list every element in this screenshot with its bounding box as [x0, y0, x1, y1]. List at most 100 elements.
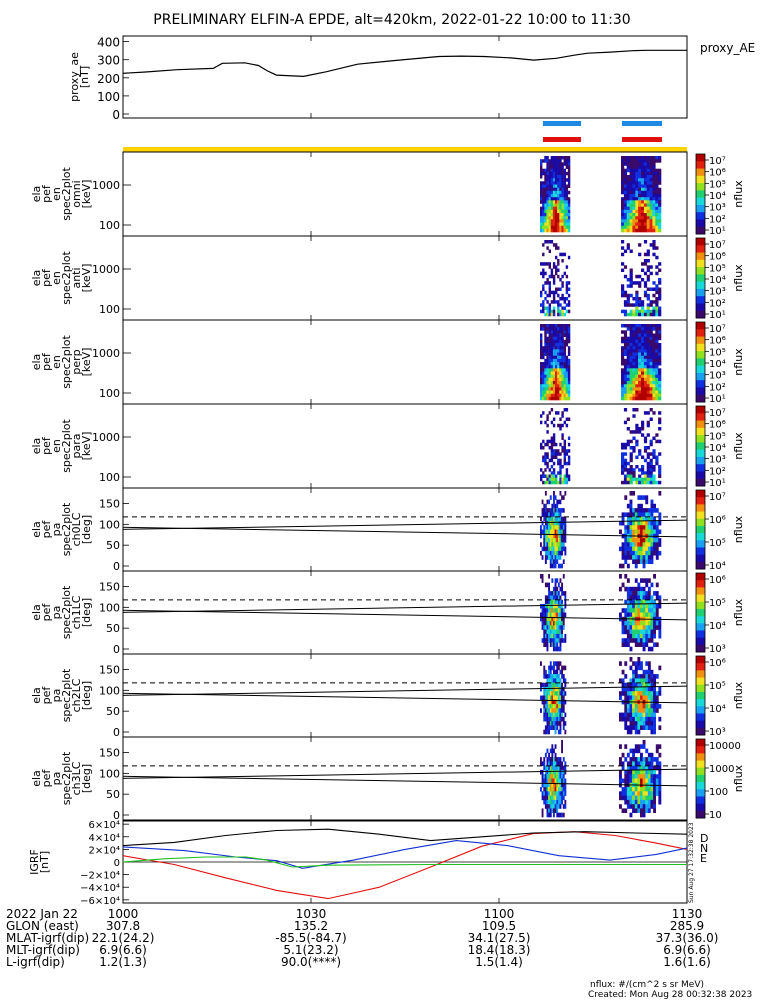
pa-spectrogram-cell — [629, 625, 633, 630]
spectrogram-cell — [655, 346, 659, 350]
pa-spectrogram-cell — [551, 752, 554, 758]
pa-spectrogram-cell — [557, 812, 560, 818]
pa-spectrogram-cell — [637, 686, 641, 692]
pa-spectrogram-cell — [554, 525, 557, 530]
pa-spectrogram-cell — [626, 691, 630, 696]
colorbar-tick-label: 10² — [709, 382, 726, 393]
pa-spectrogram-cell — [632, 774, 635, 779]
spectrogram-cell — [652, 374, 656, 379]
spectrogram-cell — [561, 436, 564, 440]
colorbar-tick-label: 10⁷ — [709, 492, 726, 503]
pa-spectrogram-cell — [553, 795, 555, 801]
spectrogram-cell — [652, 240, 656, 244]
spectrogram-cell — [638, 427, 642, 431]
pa-spectrogram-cell — [650, 546, 654, 552]
pa-spectrogram-cell — [640, 686, 643, 692]
spectrogram-cell — [652, 171, 656, 176]
spectrogram-cell — [626, 228, 630, 233]
spectrogram-cell — [548, 327, 551, 331]
spectrogram-cell — [546, 190, 549, 195]
spectrogram-cell — [555, 411, 558, 415]
spectrogram-cell — [629, 184, 633, 188]
colorbar-band — [696, 442, 705, 451]
spectrogram-cell — [635, 228, 639, 233]
pa-spectrogram-cell — [629, 712, 633, 718]
pa-spectrogram-cell — [647, 608, 651, 613]
spectrogram-cell — [655, 362, 659, 366]
spectrogram-cell — [658, 306, 662, 310]
spectrogram-cell — [561, 312, 564, 317]
panel-frame — [122, 487, 688, 572]
spectrogram-cell — [629, 387, 633, 391]
pa-spectrogram-cell — [548, 799, 550, 805]
spectrogram-cell — [565, 461, 569, 466]
pa-spectrogram-cell — [546, 555, 549, 560]
pa-spectrogram-cell — [564, 778, 567, 784]
spectrogram-cell — [548, 162, 551, 166]
spectrogram-cell — [626, 187, 630, 192]
spectrogram-cell — [658, 268, 662, 272]
spectrogram-cell — [550, 159, 554, 163]
y-axis-label-line: spec2plot — [60, 335, 73, 389]
spectrogram-cell — [544, 159, 547, 163]
spectrogram-panel: 1000100elapefenspec2plotanti[keV]10⁷10⁶1… — [30, 235, 745, 321]
colorbar-tick-label: 10⁴ — [709, 704, 726, 715]
pa-spectrogram-cell — [559, 491, 562, 496]
pa-spectrogram-cell — [619, 574, 622, 579]
spectrogram-cell — [632, 209, 636, 214]
pa-spectrogram-cell — [559, 769, 562, 775]
spectrogram-cell — [646, 423, 650, 428]
pa-spectrogram-cell — [653, 621, 656, 626]
spectrogram-cell — [552, 194, 556, 198]
pa-spectrogram-cell — [562, 529, 565, 535]
pa-spectrogram-cell — [647, 599, 651, 605]
y-tick-label: 50 — [106, 539, 120, 552]
spectrogram-cell — [544, 420, 547, 425]
spectrogram-cell — [652, 465, 656, 469]
spectrogram-cell — [655, 222, 659, 226]
spectrogram-cell — [643, 384, 648, 388]
spectrogram-cell — [643, 225, 648, 230]
pa-spectrogram-cell — [624, 791, 628, 796]
pa-spectrogram-cell — [634, 621, 638, 626]
spectrogram-cell — [635, 477, 639, 482]
pa-spectrogram-cell — [544, 725, 547, 730]
spectrogram-cell — [555, 336, 558, 341]
pa-spectrogram-cell — [548, 633, 550, 639]
pa-spectrogram-cell — [556, 812, 559, 818]
spectrogram-cell — [629, 455, 633, 459]
spectrogram-cell — [567, 181, 571, 185]
pa-spectrogram-cell — [658, 686, 662, 692]
igrf-panel: 6×10⁴4×10⁴2×10⁴0−2×10⁴−4×10⁴−6×10⁴IGRF[n… — [28, 820, 708, 907]
pa-spectrogram-cell — [645, 599, 649, 605]
spectrogram-cell — [629, 346, 633, 350]
pa-spectrogram-cell — [559, 612, 562, 618]
spectrogram-cell — [542, 371, 545, 375]
spectrogram-cell — [621, 352, 625, 356]
pa-spectrogram-cell — [621, 555, 625, 560]
spectrogram-cell — [635, 184, 639, 188]
pa-spectrogram-cell — [559, 765, 562, 771]
spectrogram-cell — [557, 225, 560, 230]
pa-spectrogram-cell — [548, 708, 550, 713]
spectrogram-cell — [548, 381, 551, 385]
spectrogram-cell — [643, 203, 648, 207]
pa-spectrogram-cell — [549, 665, 552, 671]
spectrogram-cell — [626, 352, 630, 356]
pa-spectrogram-cell — [553, 678, 555, 683]
spectrogram-cell — [638, 225, 642, 230]
pa-spectrogram-cell — [551, 686, 554, 692]
pa-spectrogram-cell — [629, 595, 633, 600]
spectrogram-cell — [552, 461, 556, 466]
spectrogram-cell — [638, 336, 642, 341]
pa-spectrogram-cell — [556, 633, 559, 639]
pa-spectrogram-cell — [658, 795, 662, 801]
spectrogram-cell — [658, 159, 662, 163]
pa-spectrogram-cell — [637, 765, 641, 771]
spectrogram-cell — [542, 346, 545, 350]
colorbar-band — [696, 310, 705, 319]
pa-spectrogram-cell — [554, 555, 557, 560]
spectrogram-cell — [635, 333, 639, 337]
pa-spectrogram-cell — [549, 603, 552, 609]
pa-spectrogram-cell — [549, 695, 552, 701]
